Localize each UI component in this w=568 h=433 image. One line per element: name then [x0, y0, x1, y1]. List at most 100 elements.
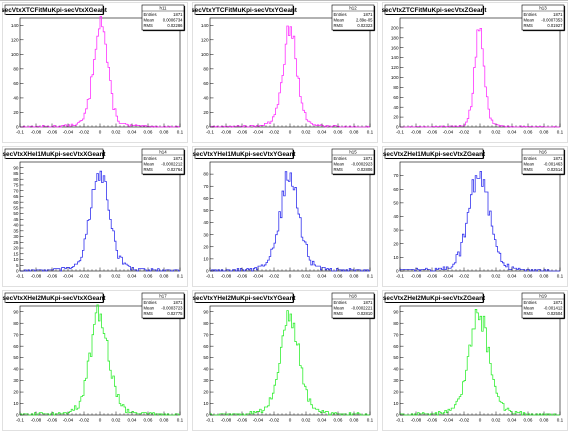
- stats-box: [331, 148, 375, 175]
- stats-label: RMS: [334, 23, 344, 28]
- y-tick-label: 30: [203, 378, 209, 383]
- x-tick-label: -0.06: [237, 130, 248, 135]
- x-tick-label: -0.04: [63, 130, 74, 135]
- y-tick-label: 70: [393, 332, 399, 337]
- stats-label: Mean: [524, 17, 535, 22]
- stats-histogram-name: h13: [539, 6, 547, 11]
- y-tick-label: 10: [13, 401, 19, 406]
- x-tick-label: 0: [99, 274, 102, 279]
- y-tick-label: 70: [203, 184, 209, 189]
- y-tick-label: 10: [393, 255, 399, 260]
- x-tick-label: -0.08: [31, 418, 42, 423]
- y-tick-label: 15: [13, 251, 19, 256]
- x-tick-label: -0.1: [16, 418, 24, 423]
- y-tick-label: 100: [11, 52, 19, 57]
- histogram-svg: -0.1 -0.08 -0.06 -0.04 -0.02 0 0.02 0.04 0.06 0.0…: [2, 146, 188, 287]
- histogram-line: [19, 304, 180, 416]
- y-tick-label: 30: [393, 228, 399, 233]
- y-tick-label: 20: [203, 244, 209, 249]
- y-tick-label: 100: [201, 52, 209, 57]
- x-tick-label: -0.1: [206, 418, 214, 423]
- stats-histogram-name: h15: [349, 150, 357, 155]
- y-tick-label: 60: [13, 81, 19, 86]
- stats-value: 1871: [553, 12, 563, 17]
- x-tick-label: 0.08: [540, 130, 549, 135]
- x-tick-label: 0: [479, 130, 482, 135]
- stats-box: [521, 292, 565, 319]
- x-tick-label: 0.02: [112, 274, 121, 279]
- y-tick-label: 40: [203, 96, 209, 101]
- stats-box: [141, 4, 185, 31]
- stats-box: [521, 4, 565, 31]
- x-tick-label: 0.1: [557, 274, 564, 279]
- stats-value: 0.02286: [167, 23, 183, 28]
- histogram-svg: -0.1 -0.08 -0.06 -0.04 -0.02 0 0.02 0.04 0.06 0.0…: [382, 290, 568, 431]
- y-tick-label: 60: [13, 200, 19, 205]
- x-tick-label: 0.04: [128, 274, 137, 279]
- stats-histogram-name: h17: [159, 294, 167, 299]
- stats-box: [141, 148, 185, 175]
- y-tick-label: 160: [391, 45, 399, 50]
- y-tick-label: 65: [13, 194, 19, 199]
- histogram-line: [20, 170, 180, 272]
- x-tick-label: -0.02: [269, 130, 280, 135]
- x-tick-label: 0.08: [350, 274, 359, 279]
- y-tick-label: 55: [13, 205, 19, 210]
- x-tick-label: 0.04: [508, 274, 517, 279]
- histogram-pad-h13: -0.1 -0.08 -0.06 -0.04 -0.02 0 0.02 0.04 0.06 0.0…: [382, 2, 568, 143]
- stats-value: 0.0006734: [163, 17, 183, 22]
- x-tick-label: -0.08: [221, 274, 232, 279]
- x-tick-label: -0.02: [79, 274, 90, 279]
- x-tick-label: 0.02: [112, 418, 121, 423]
- y-tick-label: 10: [13, 257, 19, 262]
- x-tick-label: -0.04: [443, 274, 454, 279]
- histogram-title: secVtxZTCFitMuKpi-secVtxZGeant: [382, 7, 487, 14]
- histogram-title: secVtxXHel1MuKpi-secVtxXGeant: [3, 151, 107, 158]
- y-tick-label: 20: [13, 110, 19, 115]
- x-tick-label: -0.06: [237, 418, 248, 423]
- stats-label: Entries: [334, 300, 347, 305]
- stats-label: RMS: [524, 311, 534, 316]
- x-tick-label: 0.08: [160, 130, 169, 135]
- y-tick-label: 120: [201, 37, 209, 42]
- y-tick-label: 70: [203, 332, 209, 337]
- stats-value: 1871: [173, 300, 183, 305]
- y-tick-label: 0: [16, 269, 19, 274]
- stats-value: -0.0007353: [541, 17, 563, 22]
- stats-value: 1871: [173, 156, 183, 161]
- histogram-svg: -0.1 -0.08 -0.06 -0.04 -0.02 0 0.02 0.04 0.06 0.0…: [382, 2, 568, 143]
- y-tick-label: 0: [16, 413, 19, 418]
- y-tick-label: 180: [391, 35, 399, 40]
- histogram-pad-h14: -0.1 -0.08 -0.06 -0.04 -0.02 0 0.02 0.04 0.06 0.0…: [2, 146, 188, 287]
- x-tick-label: 0.02: [302, 130, 311, 135]
- stats-label: RMS: [524, 23, 534, 28]
- histogram-line: [210, 25, 370, 128]
- stats-value: 1871: [553, 300, 563, 305]
- stats-value: -0.0002221: [351, 305, 373, 310]
- x-tick-label: 0.1: [557, 418, 564, 423]
- stats-histogram-name: h19: [539, 294, 547, 299]
- stats-value: 0.02775: [167, 311, 183, 316]
- y-tick-label: 90: [13, 309, 19, 314]
- stats-label: RMS: [334, 311, 344, 316]
- y-tick-label: 80: [203, 66, 209, 71]
- histogram-title: secVtxYHel1MuKpi-secVtxYGeant: [193, 151, 297, 158]
- y-tick-label: 70: [13, 188, 19, 193]
- stats-label: Mean: [144, 161, 155, 166]
- histogram-line: [210, 171, 370, 272]
- y-tick-label: 50: [203, 208, 209, 213]
- stats-value: -0.0002212: [161, 161, 183, 166]
- y-tick-label: 200: [391, 26, 399, 31]
- y-tick-label: 60: [203, 344, 209, 349]
- y-tick-label: 30: [393, 378, 399, 383]
- y-tick-label: 50: [13, 355, 19, 360]
- stats-box: [521, 148, 565, 175]
- histogram-pad-h19: -0.1 -0.08 -0.06 -0.04 -0.02 0 0.02 0.04 0.06 0.0…: [382, 290, 568, 431]
- x-tick-label: 0.06: [334, 274, 343, 279]
- x-tick-label: -0.08: [411, 130, 422, 135]
- histogram-title: secVtxYHel2MuKpi-secVtxYGeant: [193, 295, 297, 302]
- histogram-pad-h17: -0.1 -0.08 -0.06 -0.04 -0.02 0 0.02 0.04 0.06 0.0…: [2, 290, 188, 431]
- x-tick-label: 0.08: [540, 418, 549, 423]
- stats-value: 1871: [363, 156, 373, 161]
- stats-value: -0.001463: [544, 161, 564, 166]
